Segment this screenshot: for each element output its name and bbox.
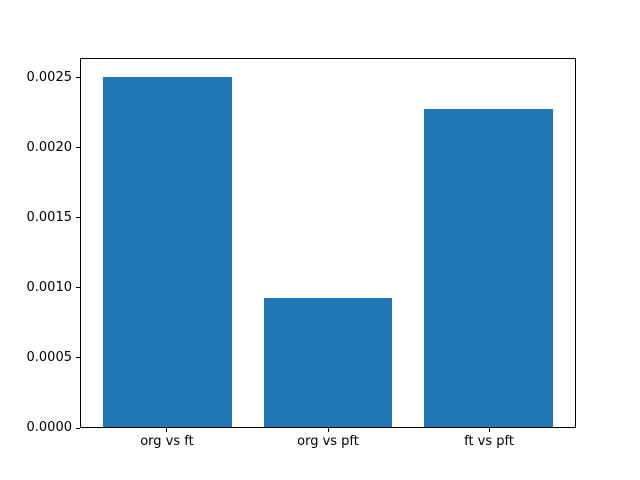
y-tick-label: 0.0025 [26,69,73,85]
x-tick-label: org vs pft [297,434,359,449]
y-tick-label: 0.0020 [26,139,73,155]
y-tick-mark [76,357,80,359]
y-tick-mark [76,147,80,149]
y-tick-mark [76,217,80,219]
y-tick-label: 0.0000 [26,420,73,435]
bars-container [81,59,575,427]
y-tick-mark [76,287,80,289]
x-tick-mark [327,428,329,432]
x-tick-mark [166,428,168,432]
x-tick-label: org vs ft [140,434,194,449]
bar-org-vs-ft [103,76,232,427]
plot-area [80,58,576,428]
y-tick-mark [76,77,80,79]
x-tick-label: ft vs pft [464,434,514,449]
y-tick-label: 0.0015 [26,209,73,225]
bar-ft-vs-pft [424,109,553,427]
y-tick-label: 0.0010 [26,279,73,295]
y-tick-mark [76,427,80,429]
x-tick-mark [488,428,490,432]
bar-org-vs-pft [263,298,393,427]
y-tick-label: 0.0005 [26,349,73,365]
